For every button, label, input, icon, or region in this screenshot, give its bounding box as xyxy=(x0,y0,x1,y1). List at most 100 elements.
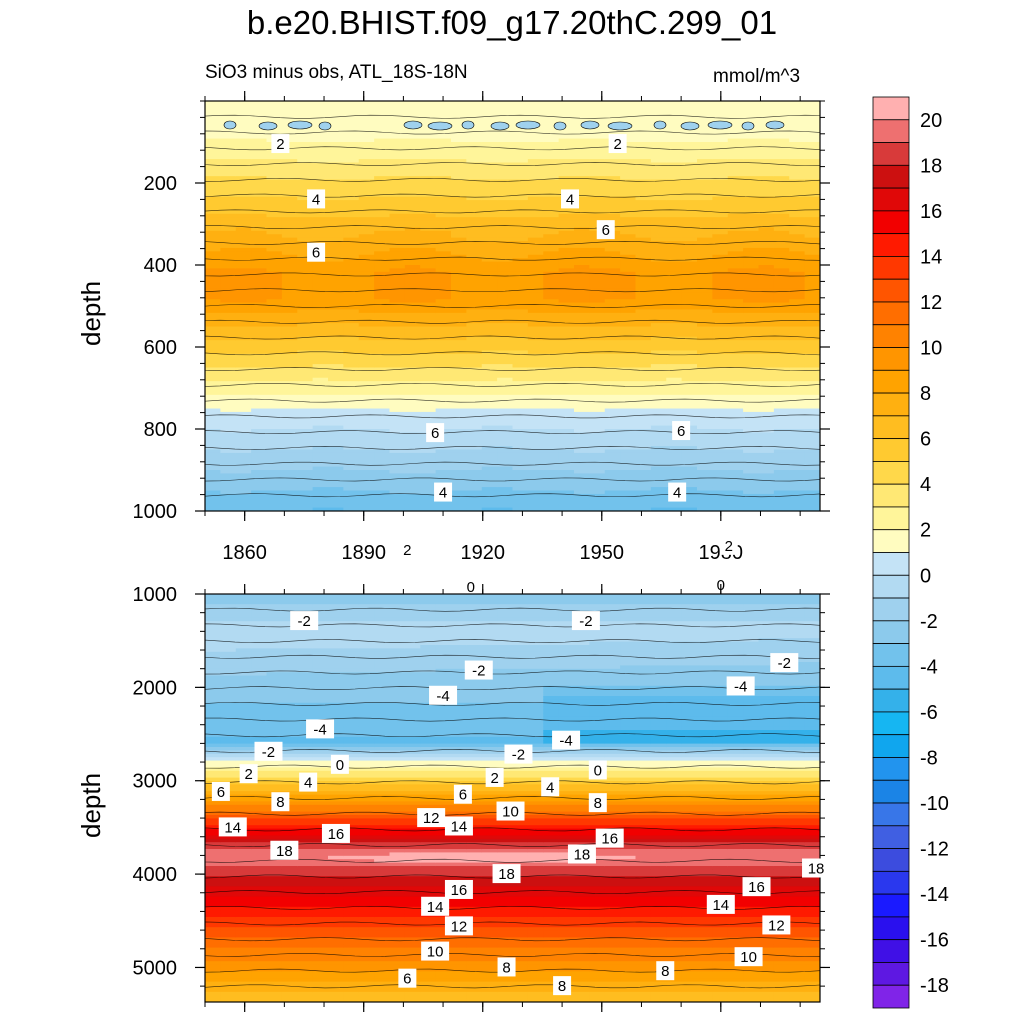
colorbar-box xyxy=(872,665,910,690)
colorbar-box xyxy=(872,164,910,189)
lower-contour-label: 8 xyxy=(656,961,675,981)
colorbar-box xyxy=(872,506,910,531)
lower-contour-label: -2 xyxy=(504,744,533,764)
colorbar-box xyxy=(872,620,910,645)
lower-contour-label: 8 xyxy=(553,976,572,996)
colorbar-tick-label: -4 xyxy=(920,656,938,678)
lower-frame xyxy=(204,593,821,1003)
colorbar-tick-label: 0 xyxy=(920,565,931,587)
colorbar-box xyxy=(872,119,910,143)
colorbar-tick-label: -14 xyxy=(920,884,949,906)
upper-surface-blobs xyxy=(223,120,785,131)
upper-contour-label: 2 xyxy=(719,535,738,555)
lower-contour-label: 0 xyxy=(330,754,349,774)
colorbar-box xyxy=(872,552,910,576)
lower-contour-label: 14 xyxy=(706,894,735,914)
colorbar-box xyxy=(872,711,910,736)
lower-contour-label: 10 xyxy=(734,947,763,967)
lower-contour-label: -4 xyxy=(726,676,755,696)
upper-y-tick-label: 800 xyxy=(144,419,177,441)
colorbar-box xyxy=(872,734,910,758)
colorbar-box xyxy=(872,347,910,371)
upper-contour-label: 6 xyxy=(672,421,691,441)
upper-y-tick-label: 1000 xyxy=(133,501,178,523)
colorbar-box xyxy=(872,688,910,713)
colorbar-box xyxy=(872,916,910,941)
lower-contour-label: 14 xyxy=(421,896,450,916)
upper-frame xyxy=(204,100,821,512)
upper-contour-label: 2 xyxy=(398,539,417,559)
lower-contour-label: -4 xyxy=(306,719,335,739)
colorbar-box xyxy=(872,142,910,166)
colorbar-box xyxy=(872,643,910,667)
lower-contour-label: -2 xyxy=(770,653,799,673)
lower-y-tick-label: 1000 xyxy=(133,584,178,606)
colorbar-box xyxy=(872,256,910,280)
lower-contour-label: 18 xyxy=(567,844,596,864)
lower-contour-label: 16 xyxy=(444,879,473,899)
lower-contour-label: 12 xyxy=(762,915,791,935)
lower-contour-label: 18 xyxy=(492,864,521,884)
lower-contour-label: -4 xyxy=(429,685,458,705)
lower-y-tick-label: 5000 xyxy=(133,957,178,979)
lower-contour-label: 10 xyxy=(496,801,525,821)
upper-contour-label: 4 xyxy=(561,189,580,209)
colorbar-box xyxy=(872,984,910,1009)
lower-contour-label: 14 xyxy=(444,816,473,836)
lower-contour-label: 2 xyxy=(485,767,504,787)
lower-contour-label: -2 xyxy=(254,741,283,761)
lower-contour-lines xyxy=(205,607,820,989)
upper-y-tick-label: 600 xyxy=(144,337,177,359)
lower-contour-label: 16 xyxy=(595,828,624,848)
lower-contour-label: 8 xyxy=(497,957,516,977)
upper-contour-label: 6 xyxy=(596,220,615,240)
upper-y-tick-label: 400 xyxy=(144,255,177,277)
lower-y-tick-label: 2000 xyxy=(133,677,178,699)
upper-y-tick-label: 200 xyxy=(144,173,177,195)
lower-contour-label: 16 xyxy=(742,877,771,897)
lower-contour-label: 14 xyxy=(218,817,247,837)
lower-contour-label: 8 xyxy=(588,793,607,813)
lower-contour-label: 4 xyxy=(299,772,318,792)
colorbar-box xyxy=(872,438,910,462)
colorbar-tick-label: -12 xyxy=(920,839,949,861)
colorbar-tick-label: 8 xyxy=(920,383,931,405)
colorbar-box xyxy=(872,96,910,121)
upper-field xyxy=(205,101,820,511)
colorbar-box xyxy=(872,460,910,485)
colorbar-box xyxy=(872,962,910,986)
lower-contour-label: 18 xyxy=(270,840,299,860)
colorbar-tick-label: -2 xyxy=(920,611,938,633)
upper-x-tick-label: 1950 xyxy=(580,542,625,564)
lower-contour-label: 2 xyxy=(239,764,258,784)
colorbar-box xyxy=(872,574,910,599)
colorbar-box xyxy=(872,210,910,235)
colorbar-box xyxy=(872,301,910,326)
colorbar-box xyxy=(872,187,910,212)
colorbar-tick-label: 18 xyxy=(920,155,942,177)
lower-y-tick-label: 4000 xyxy=(133,864,178,886)
colorbar-box xyxy=(872,939,910,963)
lower-contour-label: 6 xyxy=(453,784,472,804)
upper-contour-label: 4 xyxy=(668,482,687,502)
chart-subtitle: SiO3 minus obs, ATL_18S-18N xyxy=(205,62,468,83)
lower-contour-label: 0 xyxy=(588,760,607,780)
colorbar-tick-label: -10 xyxy=(920,793,949,815)
colorbar-tick-label: 4 xyxy=(920,474,931,496)
upper-contour-label: 4 xyxy=(307,189,326,209)
colorbar-tick-label: -18 xyxy=(920,975,949,997)
upper-x-tick-label: 1920 xyxy=(460,542,505,564)
lower-contour-label: 6 xyxy=(398,968,417,988)
lower-contour-label: -2 xyxy=(290,611,319,631)
colorbar: 20181614121086420-2-4-6-8-10-12-14-16-18… xyxy=(872,96,949,1024)
colorbar-box xyxy=(872,369,910,394)
colorbar-box xyxy=(872,757,910,781)
colorbar-tick-label: 6 xyxy=(920,429,931,451)
upper-contour-label: 0 xyxy=(461,576,480,596)
lower-y-tick-label: 3000 xyxy=(133,771,178,793)
upper-contour-label: 4 xyxy=(434,482,453,502)
upper-contour-label: 6 xyxy=(426,423,445,443)
colorbar-tick-label: 2 xyxy=(920,520,931,542)
colorbar-box xyxy=(872,324,910,348)
